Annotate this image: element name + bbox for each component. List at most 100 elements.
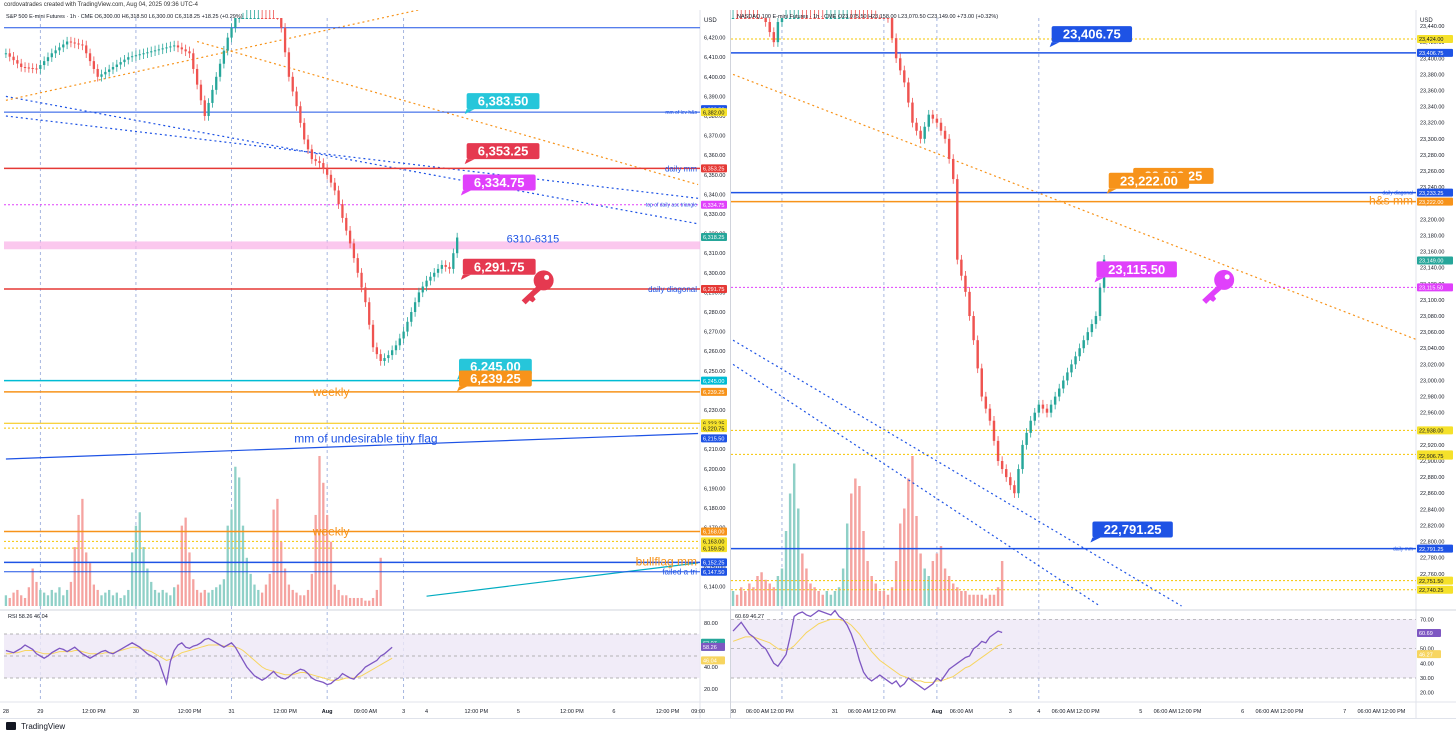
price-tag: [701, 537, 727, 546]
candle-body: [180, 47, 183, 50]
price-tag-text: 6,168.00: [703, 530, 724, 536]
volume-bar: [260, 592, 264, 606]
price-callout-pointer: [1094, 277, 1105, 283]
candle-body: [996, 440, 1000, 462]
candle-body: [383, 358, 386, 361]
price-tag-text: 23,233.25: [1419, 191, 1443, 197]
price-callout-box: [462, 174, 536, 191]
sp500-chart-panel[interactable]: USD 6310-6315 mm of undesirable tiny flag m…: [0, 10, 731, 718]
candle-body: [915, 122, 918, 131]
time-tick-label: 5: [517, 709, 520, 715]
candle-body: [935, 118, 939, 123]
volume-bar: [931, 561, 935, 606]
volume-bar: [173, 587, 176, 606]
sp500-header: S&P 500 E-mini Futures · 1h · CME O6,300…: [6, 14, 243, 20]
volume-bar: [291, 589, 294, 606]
volume-bar: [50, 589, 53, 606]
candle-body: [752, 18, 755, 19]
candle-body: [215, 76, 218, 90]
candle-body: [984, 396, 988, 409]
candle-body: [911, 102, 914, 123]
candle-body: [318, 161, 321, 164]
rsi-line: [5, 637, 393, 687]
volume-bar: [287, 584, 291, 606]
price-callout-pointer: [464, 109, 475, 115]
candle-body: [364, 287, 367, 303]
candle-body: [850, 18, 853, 19]
price-tick-label: 23,260.00: [1420, 169, 1444, 175]
candle-body: [115, 64, 118, 67]
time-tick-label: Aug: [322, 709, 333, 715]
candle-body: [939, 122, 943, 131]
candle-body: [764, 18, 767, 23]
candle-body: [845, 18, 849, 19]
price-tag: [701, 434, 727, 443]
price-tick-label: 23,080.00: [1420, 314, 1444, 320]
volume-bar: [310, 573, 313, 606]
candle-body: [146, 52, 149, 54]
price-callout-text: 6,383.50: [478, 94, 529, 109]
sp500-chart-svg[interactable]: USD 6310-6315 mm of undesirable tiny flag m…: [0, 10, 730, 718]
time-tick-label: Aug: [932, 709, 943, 715]
key-icon-hole: [1224, 274, 1230, 280]
trend-line: [5, 432, 699, 460]
candle-body: [927, 114, 930, 127]
volume-bar: [964, 591, 967, 606]
price-tag: [701, 164, 727, 173]
candle-body: [825, 18, 829, 19]
rsi-line: [732, 609, 1003, 691]
volume-bar: [776, 576, 780, 606]
candle-body: [1094, 316, 1098, 325]
volume-bar: [226, 525, 229, 606]
price-tag-text: 22,751.50: [1419, 579, 1443, 585]
candle-body: [43, 61, 46, 66]
price-tag-text: 6,152.25: [703, 561, 724, 567]
price-tag-text: 6,159.50: [703, 546, 724, 552]
price-tick-label: 6,340.00: [704, 192, 725, 198]
price-tick-label: 6,360.00: [704, 153, 725, 159]
volume-bar: [760, 572, 763, 606]
time-tick-label: 09:00 AM: [354, 709, 378, 715]
volume-bar: [241, 525, 245, 606]
volume-bar: [272, 509, 275, 606]
price-callout-box: [1051, 26, 1133, 43]
price-tick-label: 23,300.00: [1420, 137, 1444, 143]
volume-bar: [911, 456, 914, 606]
key-icon-head: [1214, 269, 1235, 290]
candle-body: [894, 38, 898, 59]
volume-bar: [303, 595, 306, 606]
volume-bar: [211, 589, 214, 606]
currency-label: USD: [704, 18, 717, 24]
candle-body: [192, 53, 195, 69]
price-callout-pointer: [1090, 537, 1101, 543]
candle-body: [20, 63, 23, 67]
price-tag: [1417, 283, 1453, 292]
level-label: weekly: [312, 385, 350, 399]
volume-bar: [169, 595, 172, 606]
candle-body: [153, 50, 157, 52]
candle-body: [157, 49, 161, 51]
time-tick-label: 6: [612, 709, 615, 715]
time-tick-label: 12:00 PM: [465, 709, 489, 715]
price-tag-text: 23,115.50: [1419, 286, 1443, 292]
volume-bar: [88, 563, 92, 606]
volume-bar: [886, 594, 890, 606]
candle-body: [50, 53, 53, 58]
volume-bar: [230, 509, 233, 606]
volume-bar: [314, 514, 317, 606]
price-tag: [701, 108, 727, 117]
volume-bar: [927, 576, 930, 606]
volume-bar: [306, 589, 310, 606]
nasdaq-chart-panel[interactable]: USD daily diagonal h&s mm daily mm 23,406.75…: [731, 10, 1456, 718]
volume-bar: [176, 584, 180, 606]
time-tick-label: 12:00 PM: [560, 709, 584, 715]
volume-bar: [238, 477, 241, 606]
volume-bar: [27, 587, 31, 606]
volume-bar: [992, 594, 996, 606]
volume-bar: [348, 597, 352, 606]
volume-bar: [903, 508, 906, 606]
candle-body: [898, 58, 902, 71]
candle-body: [161, 48, 164, 50]
volume-bar: [956, 587, 959, 606]
